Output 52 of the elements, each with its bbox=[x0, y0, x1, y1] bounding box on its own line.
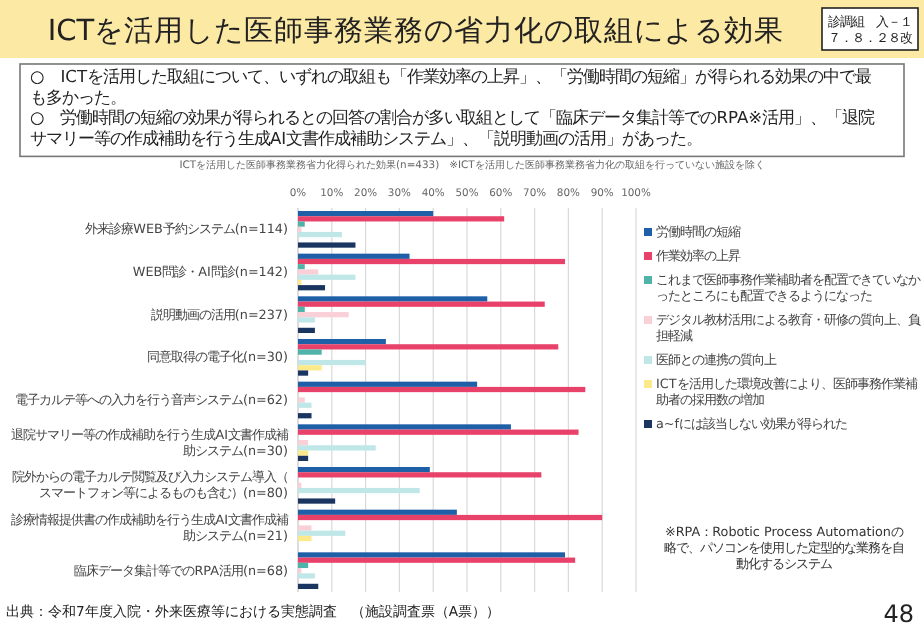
bar bbox=[298, 365, 322, 371]
bar bbox=[298, 397, 305, 403]
bar bbox=[298, 386, 586, 393]
bar bbox=[298, 472, 542, 478]
bar bbox=[298, 525, 312, 531]
bar bbox=[298, 381, 478, 387]
text: 48 bbox=[883, 600, 914, 628]
chart-title: ICTを活用した医師事務業務の省力化の取組による効果 bbox=[47, 14, 785, 48]
bar bbox=[298, 253, 410, 259]
bar bbox=[298, 514, 603, 521]
bar bbox=[298, 429, 579, 435]
bar bbox=[298, 231, 342, 238]
bar bbox=[298, 221, 305, 227]
bar bbox=[298, 269, 319, 275]
bar bbox=[298, 466, 430, 473]
text: ○ 労働時間の短縮の効果が得られるとの回答の割合が多い取組として「臨床データ集計等でのRPA※活用」、「退院サマリー等の作成補助を行う生成AI文書作成補助システム」、「説明動画の活用」があった。 bbox=[30, 107, 875, 148]
text: ○ ICTを活用した取組について、いずれの取組も「作業効率の上昇」、「労働時間の短縮」が得られる効果の中で最も多かった。 bbox=[30, 66, 872, 107]
bar bbox=[298, 450, 309, 456]
bar bbox=[298, 344, 559, 350]
bar bbox=[298, 258, 566, 265]
bar bbox=[298, 413, 312, 419]
bar bbox=[298, 583, 319, 590]
bar bbox=[298, 535, 312, 542]
bar bbox=[298, 264, 305, 270]
bar bbox=[298, 216, 505, 222]
bar bbox=[298, 573, 315, 579]
bar bbox=[298, 370, 309, 376]
bar bbox=[298, 338, 386, 345]
bar bbox=[298, 440, 309, 446]
bar bbox=[298, 317, 315, 323]
bar bbox=[298, 402, 312, 408]
bar bbox=[298, 301, 545, 307]
bar bbox=[298, 424, 511, 430]
bar bbox=[298, 349, 322, 355]
bar bbox=[298, 455, 309, 462]
bar bbox=[298, 487, 420, 494]
bar bbox=[298, 530, 346, 536]
bar bbox=[298, 445, 376, 451]
bar bbox=[298, 296, 488, 302]
bar bbox=[298, 306, 305, 313]
bar bbox=[298, 562, 309, 569]
bar bbox=[298, 509, 457, 515]
bar bbox=[298, 242, 356, 248]
bar bbox=[298, 312, 349, 318]
bar bbox=[298, 274, 356, 280]
bar bbox=[298, 285, 326, 291]
bar bbox=[298, 359, 366, 366]
bar bbox=[298, 557, 576, 563]
bar bbox=[298, 210, 434, 217]
bar bbox=[298, 552, 566, 558]
bar bbox=[298, 327, 315, 334]
bar bbox=[298, 498, 336, 504]
